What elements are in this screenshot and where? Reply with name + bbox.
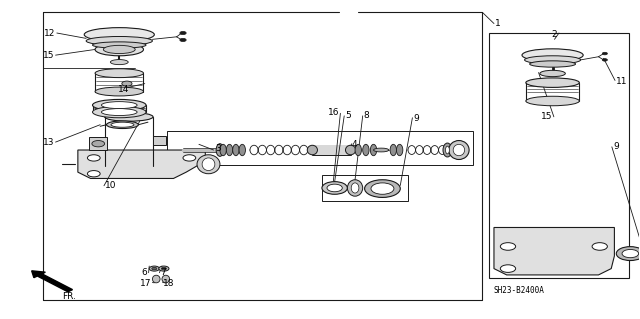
- Ellipse shape: [197, 155, 220, 174]
- Ellipse shape: [346, 145, 356, 155]
- Ellipse shape: [95, 69, 143, 78]
- Bar: [90, 137, 107, 150]
- Ellipse shape: [525, 56, 580, 64]
- Circle shape: [592, 243, 607, 250]
- Bar: [153, 137, 166, 145]
- Ellipse shape: [307, 145, 317, 155]
- Text: 7: 7: [160, 268, 166, 277]
- Ellipse shape: [101, 108, 137, 115]
- Circle shape: [622, 249, 639, 258]
- Ellipse shape: [220, 144, 227, 156]
- Bar: [312, 145, 351, 155]
- Circle shape: [327, 184, 342, 192]
- Text: 3: 3: [215, 144, 221, 153]
- Text: 14: 14: [118, 85, 129, 94]
- Ellipse shape: [355, 144, 362, 156]
- Circle shape: [180, 38, 186, 41]
- Ellipse shape: [522, 49, 583, 62]
- Text: 2: 2: [552, 30, 557, 39]
- Text: FR.: FR.: [62, 292, 76, 300]
- Ellipse shape: [540, 70, 565, 77]
- Bar: [322, 175, 408, 201]
- Circle shape: [616, 247, 640, 261]
- Circle shape: [371, 183, 394, 194]
- Text: 4: 4: [352, 140, 358, 149]
- Circle shape: [500, 243, 516, 250]
- Ellipse shape: [93, 42, 146, 48]
- Text: 5: 5: [346, 111, 351, 120]
- Ellipse shape: [348, 180, 363, 196]
- Ellipse shape: [216, 144, 224, 156]
- Text: 8: 8: [364, 111, 369, 120]
- Text: 13: 13: [43, 137, 54, 147]
- Circle shape: [92, 141, 104, 147]
- Circle shape: [122, 81, 132, 86]
- Circle shape: [183, 155, 196, 161]
- Ellipse shape: [363, 144, 369, 156]
- Ellipse shape: [93, 106, 146, 118]
- Ellipse shape: [526, 96, 579, 106]
- Circle shape: [602, 59, 607, 61]
- Ellipse shape: [95, 43, 143, 56]
- Ellipse shape: [239, 144, 246, 156]
- Ellipse shape: [526, 78, 579, 87]
- Circle shape: [88, 171, 100, 177]
- Circle shape: [365, 180, 400, 197]
- Text: 16: 16: [328, 108, 339, 117]
- Ellipse shape: [371, 144, 377, 156]
- Text: 1: 1: [495, 19, 501, 28]
- Ellipse shape: [104, 112, 153, 121]
- Text: 15: 15: [541, 112, 552, 121]
- Ellipse shape: [453, 144, 465, 156]
- Polygon shape: [494, 227, 614, 275]
- Circle shape: [602, 52, 607, 55]
- Ellipse shape: [443, 143, 452, 157]
- Text: 15: 15: [43, 51, 54, 60]
- Ellipse shape: [152, 275, 160, 283]
- Ellipse shape: [101, 102, 137, 108]
- Text: 9: 9: [413, 114, 419, 123]
- Ellipse shape: [227, 144, 233, 156]
- Ellipse shape: [396, 144, 403, 156]
- Circle shape: [152, 267, 157, 270]
- Ellipse shape: [449, 141, 469, 160]
- Text: SH23-B2400A: SH23-B2400A: [494, 286, 545, 295]
- Circle shape: [180, 32, 186, 34]
- Ellipse shape: [111, 122, 134, 127]
- Text: 12: 12: [44, 28, 56, 38]
- Ellipse shape: [374, 148, 389, 152]
- Ellipse shape: [202, 158, 215, 171]
- Text: 10: 10: [105, 181, 116, 190]
- Ellipse shape: [233, 144, 239, 156]
- Circle shape: [500, 265, 516, 272]
- Bar: [167, 131, 473, 165]
- FancyArrow shape: [31, 271, 72, 292]
- Text: 18: 18: [163, 279, 175, 288]
- Circle shape: [161, 267, 166, 270]
- Ellipse shape: [530, 61, 575, 67]
- Text: 11: 11: [616, 77, 628, 85]
- Polygon shape: [78, 150, 205, 178]
- Circle shape: [159, 266, 169, 271]
- Text: 17: 17: [140, 279, 151, 288]
- Ellipse shape: [86, 36, 152, 45]
- Circle shape: [322, 182, 348, 194]
- Bar: [489, 33, 629, 278]
- Ellipse shape: [351, 183, 359, 193]
- Text: 9: 9: [613, 142, 619, 151]
- Circle shape: [149, 266, 159, 271]
- Ellipse shape: [106, 121, 138, 129]
- Ellipse shape: [95, 87, 143, 96]
- Ellipse shape: [162, 275, 170, 283]
- Ellipse shape: [110, 60, 128, 65]
- Ellipse shape: [390, 144, 396, 156]
- Ellipse shape: [84, 28, 154, 41]
- Circle shape: [88, 155, 100, 161]
- Text: 6: 6: [141, 268, 147, 277]
- Ellipse shape: [93, 100, 146, 111]
- Ellipse shape: [103, 45, 135, 54]
- Ellipse shape: [445, 146, 449, 154]
